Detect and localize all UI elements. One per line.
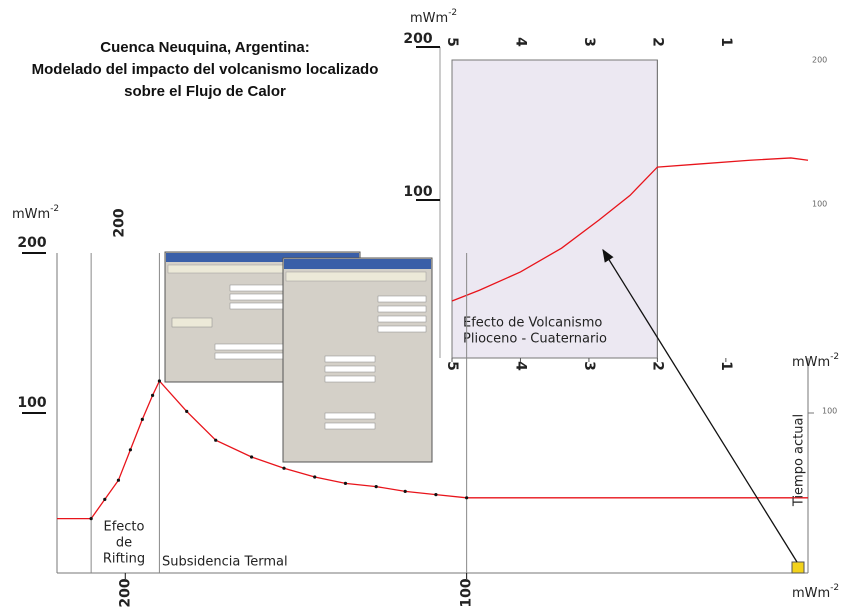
point <box>129 448 132 451</box>
y-tick-label: 200 <box>17 235 46 251</box>
point <box>117 479 120 482</box>
title-line: Cuenca Neuquina, Argentina: <box>100 39 309 56</box>
title-line: sobre el Flujo de Calor <box>124 83 286 100</box>
point <box>185 410 188 413</box>
x-tick-label: 1 <box>718 361 734 371</box>
x-tick-label: 3 <box>581 37 597 47</box>
point <box>214 439 217 442</box>
x-tick-label: 2 <box>649 37 665 47</box>
unit-exponent: -2 <box>830 583 839 593</box>
model-window <box>283 258 432 462</box>
point <box>313 475 316 478</box>
y2-tick-label: 100 <box>822 407 837 416</box>
point <box>141 418 144 421</box>
point <box>282 467 285 470</box>
title-line: Modelado del impacto del volcanismo loca… <box>32 61 379 78</box>
x-tick-label: 3 <box>581 361 597 371</box>
x-tick-label: 2 <box>649 361 665 371</box>
unit-exponent: -2 <box>50 204 59 214</box>
point <box>344 482 347 485</box>
annotation: Rifting <box>103 552 145 567</box>
unit: mWm <box>12 207 50 222</box>
axis-unit-label: mWm-2 <box>410 8 457 26</box>
axis-unit-label: mWm-2 <box>792 352 839 370</box>
point <box>90 517 93 520</box>
unit: mWm <box>792 586 830 601</box>
unit: mWm <box>792 355 830 370</box>
x-tick-label: 4 <box>512 361 528 371</box>
annotation: Efecto <box>104 520 145 535</box>
point <box>375 485 378 488</box>
point <box>158 379 161 382</box>
x-tick-label: 5 <box>444 361 460 371</box>
arrow <box>603 250 797 562</box>
point <box>103 498 106 501</box>
y2-tick-label: 100 <box>812 200 827 209</box>
annotation: Plioceno - Cuaternario <box>463 332 607 347</box>
figure: 2001002001005544332211mWm-2Efecto de Vol… <box>0 0 862 611</box>
x-tick-label: 1 <box>718 37 734 47</box>
point <box>404 490 407 493</box>
x-tick-label: 200 <box>117 578 133 607</box>
annotation: Efecto de Volcanismo <box>463 316 602 331</box>
point <box>151 394 154 397</box>
annotation: Tiempo actual <box>792 414 807 507</box>
axis-unit-label: mWm-2 <box>792 583 839 601</box>
top-x-tick-label: 200 <box>111 208 127 237</box>
unit-exponent: -2 <box>830 352 839 362</box>
y-tick-label: 100 <box>403 184 432 200</box>
unit: mWm <box>410 11 448 26</box>
x-tick-label: 100 <box>459 578 475 607</box>
x-tick-label: 5 <box>444 37 460 47</box>
shaded-period <box>452 60 657 358</box>
annotation: de <box>116 536 132 551</box>
axis-unit-label: mWm-2 <box>12 204 59 222</box>
point <box>250 455 253 458</box>
y2-tick-label: 200 <box>812 56 827 65</box>
title: Cuenca Neuquina, Argentina: Modelado del… <box>32 39 379 100</box>
point <box>465 496 468 499</box>
unit-exponent: -2 <box>448 8 457 18</box>
y-tick-label: 100 <box>17 395 46 411</box>
point <box>434 493 437 496</box>
annotation: Subsidencia Termal <box>162 555 288 570</box>
x-tick-label: 4 <box>512 37 528 47</box>
y-tick-label: 200 <box>403 31 432 47</box>
present-marker <box>792 562 804 573</box>
